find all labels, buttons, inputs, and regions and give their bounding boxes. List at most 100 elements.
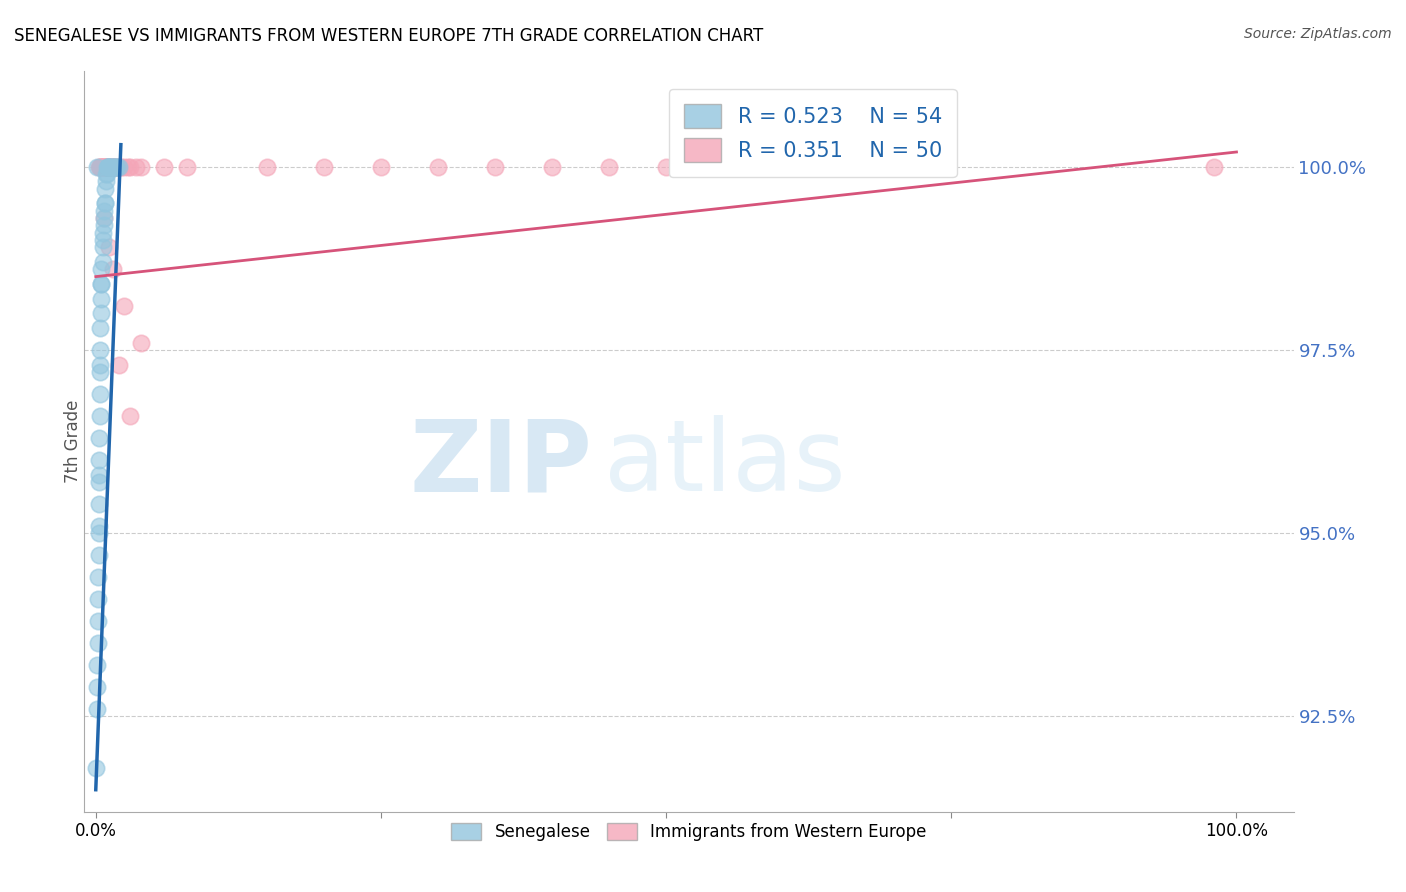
Point xyxy=(93,160,115,174)
Point xyxy=(1202,160,1225,174)
Point xyxy=(90,277,112,291)
Point xyxy=(94,160,117,174)
Point xyxy=(94,174,117,188)
Point xyxy=(100,160,122,174)
Point xyxy=(90,262,112,277)
Point xyxy=(87,592,110,607)
Point xyxy=(91,240,114,254)
Point xyxy=(90,160,112,174)
Point xyxy=(93,203,115,218)
Point xyxy=(100,160,122,174)
Point xyxy=(711,160,734,174)
Point xyxy=(97,160,120,174)
Point xyxy=(91,160,114,174)
Point xyxy=(105,160,128,174)
Point xyxy=(110,160,132,174)
Point xyxy=(825,160,848,174)
Point xyxy=(89,467,111,482)
Point xyxy=(105,160,128,174)
Point xyxy=(131,160,153,174)
Point xyxy=(96,160,118,174)
Point xyxy=(94,196,117,211)
Y-axis label: 7th Grade: 7th Grade xyxy=(65,400,82,483)
Point xyxy=(89,387,111,401)
Point xyxy=(86,658,108,673)
Point xyxy=(101,160,124,174)
Point xyxy=(91,160,114,174)
Point xyxy=(104,160,127,174)
Point xyxy=(86,680,108,694)
Point xyxy=(94,196,117,211)
Point xyxy=(91,226,114,240)
Text: atlas: atlas xyxy=(605,416,846,512)
Point xyxy=(93,211,115,225)
Point xyxy=(103,160,125,174)
Point xyxy=(96,160,118,174)
Point xyxy=(86,160,108,174)
Point xyxy=(370,160,392,174)
Point xyxy=(89,431,111,445)
Point xyxy=(101,160,124,174)
Point xyxy=(91,255,114,269)
Point xyxy=(89,321,111,335)
Point xyxy=(107,160,129,174)
Text: ZIP: ZIP xyxy=(409,416,592,512)
Point xyxy=(598,160,620,174)
Point xyxy=(89,526,111,541)
Point xyxy=(541,160,564,174)
Point xyxy=(87,636,110,650)
Point xyxy=(87,570,110,584)
Point xyxy=(118,409,141,423)
Point xyxy=(86,702,108,716)
Point xyxy=(89,548,111,562)
Point xyxy=(125,160,148,174)
Text: Source: ZipAtlas.com: Source: ZipAtlas.com xyxy=(1244,27,1392,41)
Point xyxy=(89,497,111,511)
Point xyxy=(100,160,122,174)
Point xyxy=(96,167,118,181)
Point xyxy=(89,409,111,423)
Point xyxy=(94,160,117,174)
Point xyxy=(89,343,111,357)
Point xyxy=(89,160,111,174)
Point xyxy=(153,160,176,174)
Point xyxy=(107,160,129,174)
Point xyxy=(89,519,111,533)
Point xyxy=(89,358,111,372)
Point xyxy=(89,453,111,467)
Point xyxy=(98,240,121,254)
Text: SENEGALESE VS IMMIGRANTS FROM WESTERN EUROPE 7TH GRADE CORRELATION CHART: SENEGALESE VS IMMIGRANTS FROM WESTERN EU… xyxy=(14,27,763,45)
Point xyxy=(93,219,115,233)
Point xyxy=(89,160,111,174)
Point xyxy=(112,160,135,174)
Point xyxy=(131,335,153,350)
Point xyxy=(97,160,120,174)
Point xyxy=(484,160,506,174)
Point xyxy=(312,160,335,174)
Point xyxy=(90,160,112,174)
Point xyxy=(94,181,117,195)
Point xyxy=(94,167,117,181)
Point xyxy=(91,233,114,247)
Point xyxy=(89,475,111,489)
Point xyxy=(118,160,141,174)
Point xyxy=(107,160,129,174)
Point xyxy=(90,277,112,291)
Point xyxy=(90,306,112,320)
Point xyxy=(427,160,450,174)
Point xyxy=(256,160,278,174)
Point xyxy=(98,160,121,174)
Point xyxy=(89,160,111,174)
Point xyxy=(100,160,122,174)
Point xyxy=(87,614,110,628)
Point xyxy=(769,160,792,174)
Point xyxy=(98,160,121,174)
Point xyxy=(96,160,118,174)
Point xyxy=(112,299,135,313)
Point xyxy=(101,262,124,277)
Point xyxy=(86,761,108,775)
Point xyxy=(93,211,115,225)
Point xyxy=(655,160,678,174)
Point xyxy=(176,160,198,174)
Point xyxy=(103,160,125,174)
